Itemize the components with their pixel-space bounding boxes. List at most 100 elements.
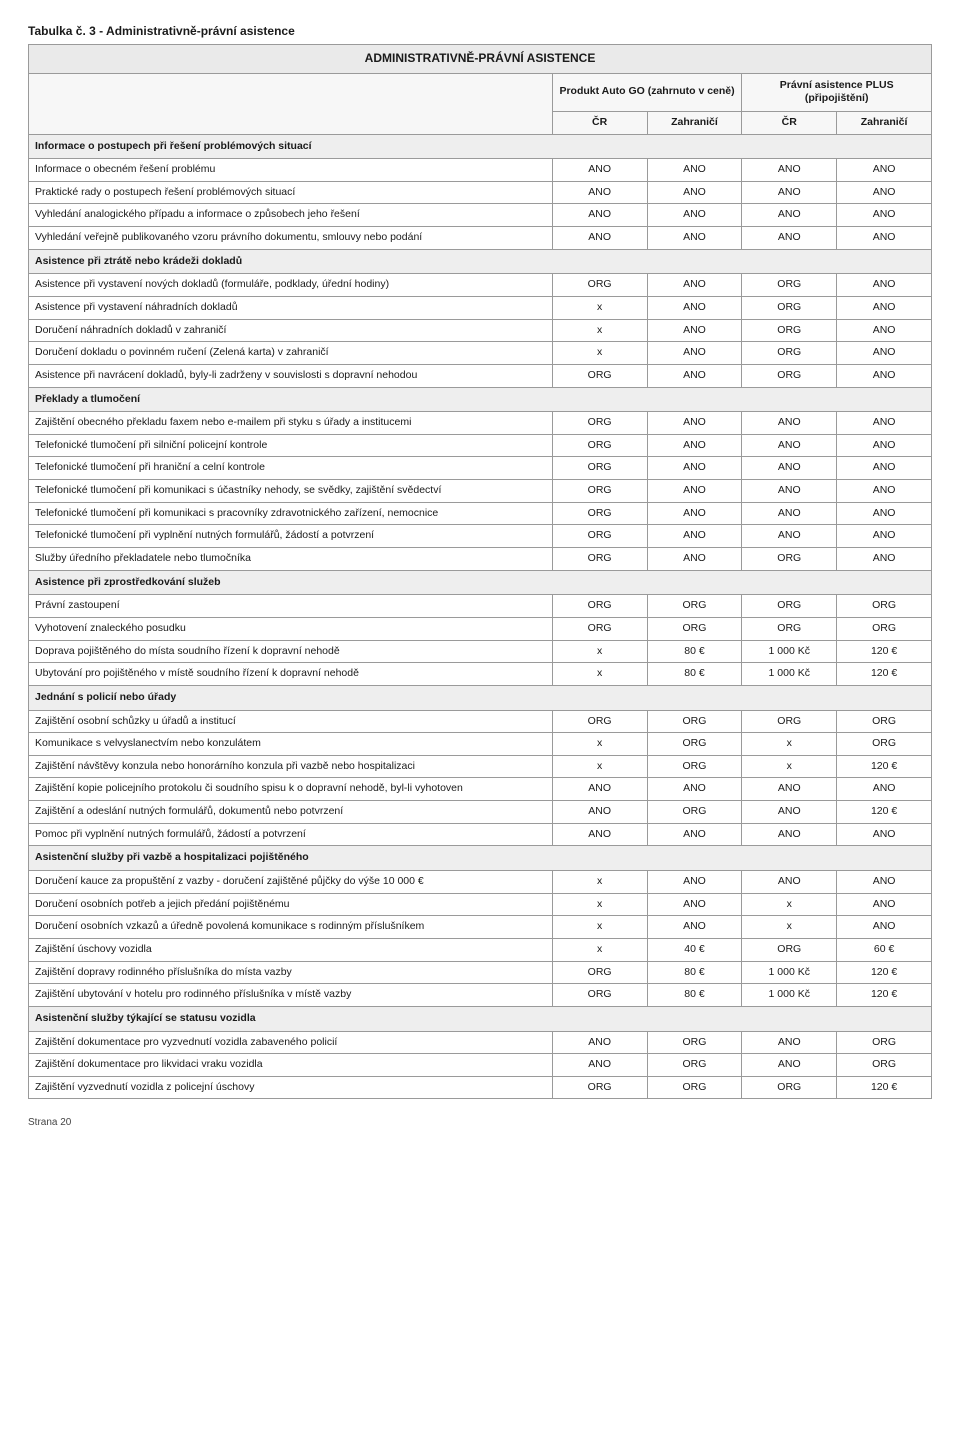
table-row: Praktické rady o postupech řešení problé… [29,181,932,204]
cell-value: ANO [742,1054,837,1077]
row-label: Doručení náhradních dokladů v zahraničí [29,319,553,342]
cell-value: ANO [647,364,742,387]
cell-value: x [552,663,647,686]
cell-value: ORG [742,710,837,733]
row-label: Zajištění dokumentace pro vyzvednutí voz… [29,1031,553,1054]
cell-value: ANO [837,274,932,297]
cell-value: ANO [647,525,742,548]
cell-value: ANO [837,502,932,525]
cell-value: ANO [647,434,742,457]
group-header-right: Právní asistence PLUS (připojištění) [742,73,932,111]
cell-value: ANO [742,823,837,846]
subhead-0: ČR [552,111,647,134]
cell-value: x [552,938,647,961]
cell-value: x [552,755,647,778]
cell-value: 80 € [647,663,742,686]
cell-value: ANO [552,204,647,227]
table-row: Doručení náhradních dokladů v zahraničíx… [29,319,932,342]
cell-value: ORG [552,434,647,457]
row-label: Telefonické tlumočení při komunikaci s p… [29,502,553,525]
cell-value: ORG [647,1031,742,1054]
cell-value: ANO [647,227,742,250]
cell-value: ORG [837,617,932,640]
cell-value: ANO [742,181,837,204]
cell-value: ANO [552,159,647,182]
cell-value: x [742,916,837,939]
row-label: Asistence při navrácení dokladů, byly-li… [29,364,553,387]
cell-value: 80 € [647,984,742,1007]
cell-value: ORG [837,1031,932,1054]
row-label: Právní zastoupení [29,595,553,618]
cell-value: x [552,893,647,916]
cell-value: ORG [837,1054,932,1077]
cell-value: ORG [742,938,837,961]
table-title: ADMINISTRATIVNĚ-PRÁVNÍ ASISTENCE [29,45,932,74]
row-label: Doručení osobních potřeb a jejich předán… [29,893,553,916]
cell-value: 120 € [837,961,932,984]
cell-value: ANO [552,801,647,824]
cell-value: ORG [742,595,837,618]
cell-value: ORG [647,1076,742,1099]
row-label: Zajištění dokumentace pro likvidaci vrak… [29,1054,553,1077]
cell-value: ANO [742,778,837,801]
section-label: Jednání s policií nebo úřady [29,685,932,710]
section-label: Asistenční služby při vazbě a hospitaliz… [29,846,932,871]
table-row: Doručení osobních potřeb a jejich předán… [29,893,932,916]
cell-value: ANO [647,502,742,525]
table-row: Vyhledání veřejně publikovaného vzoru pr… [29,227,932,250]
cell-value: ORG [647,801,742,824]
cell-value: ANO [647,274,742,297]
cell-value: ANO [742,412,837,435]
cell-value: ORG [552,1076,647,1099]
cell-value: x [552,297,647,320]
section-row: Asistenční služby při vazbě a hospitaliz… [29,846,932,871]
row-label: Asistence při vystavení náhradních dokla… [29,297,553,320]
cell-value: 120 € [837,663,932,686]
row-label: Vyhledání veřejně publikovaného vzoru pr… [29,227,553,250]
cell-value: ANO [837,181,932,204]
row-label: Zajištění osobní schůzky u úřadů a insti… [29,710,553,733]
table-row: Asistence při vystavení nových dokladů (… [29,274,932,297]
row-label: Zajištění kopie policejního protokolu či… [29,778,553,801]
header-empty [29,73,553,134]
cell-value: ANO [647,480,742,503]
cell-value: ORG [742,274,837,297]
cell-value: x [552,319,647,342]
cell-value: ANO [552,227,647,250]
cell-value: ANO [552,778,647,801]
cell-value: ORG [552,984,647,1007]
table-row: Telefonické tlumočení při silniční polic… [29,434,932,457]
table-row: Zajištění dokumentace pro likvidaci vrak… [29,1054,932,1077]
cell-value: ORG [647,617,742,640]
cell-value: ORG [552,548,647,571]
cell-value: ANO [837,204,932,227]
cell-value: 40 € [647,938,742,961]
cell-value: ANO [647,342,742,365]
row-label: Telefonické tlumočení při vyplnění nutný… [29,525,553,548]
table-row: Právní zastoupeníORGORGORGORG [29,595,932,618]
cell-value: ANO [647,204,742,227]
row-label: Doprava pojištěného do místa soudního ří… [29,640,553,663]
cell-value: ANO [552,1031,647,1054]
cell-value: ANO [742,159,837,182]
cell-value: 120 € [837,984,932,1007]
row-label: Telefonické tlumočení při komunikaci s ú… [29,480,553,503]
cell-value: ANO [837,778,932,801]
section-row: Asistence při ztrátě nebo krádeži doklad… [29,249,932,274]
cell-value: ANO [647,159,742,182]
cell-value: ANO [552,823,647,846]
cell-value: ANO [837,342,932,365]
assistance-table: ADMINISTRATIVNĚ-PRÁVNÍ ASISTENCE Produkt… [28,44,932,1099]
table-caption: Tabulka č. 3 - Administrativně-právní as… [28,24,932,38]
section-label: Asistenční služby týkající se statusu vo… [29,1006,932,1031]
table-row: Zajištění vyzvednutí vozidla z policejní… [29,1076,932,1099]
row-label: Telefonické tlumočení při hraniční a cel… [29,457,553,480]
cell-value: 120 € [837,801,932,824]
table-row: Komunikace s velvyslanectvím nebo konzul… [29,733,932,756]
cell-value: ANO [647,297,742,320]
table-row: Zajištění ubytování v hotelu pro rodinné… [29,984,932,1007]
cell-value: 1 000 Kč [742,984,837,1007]
cell-value: ORG [647,710,742,733]
cell-value: ANO [837,364,932,387]
cell-value: ORG [552,617,647,640]
